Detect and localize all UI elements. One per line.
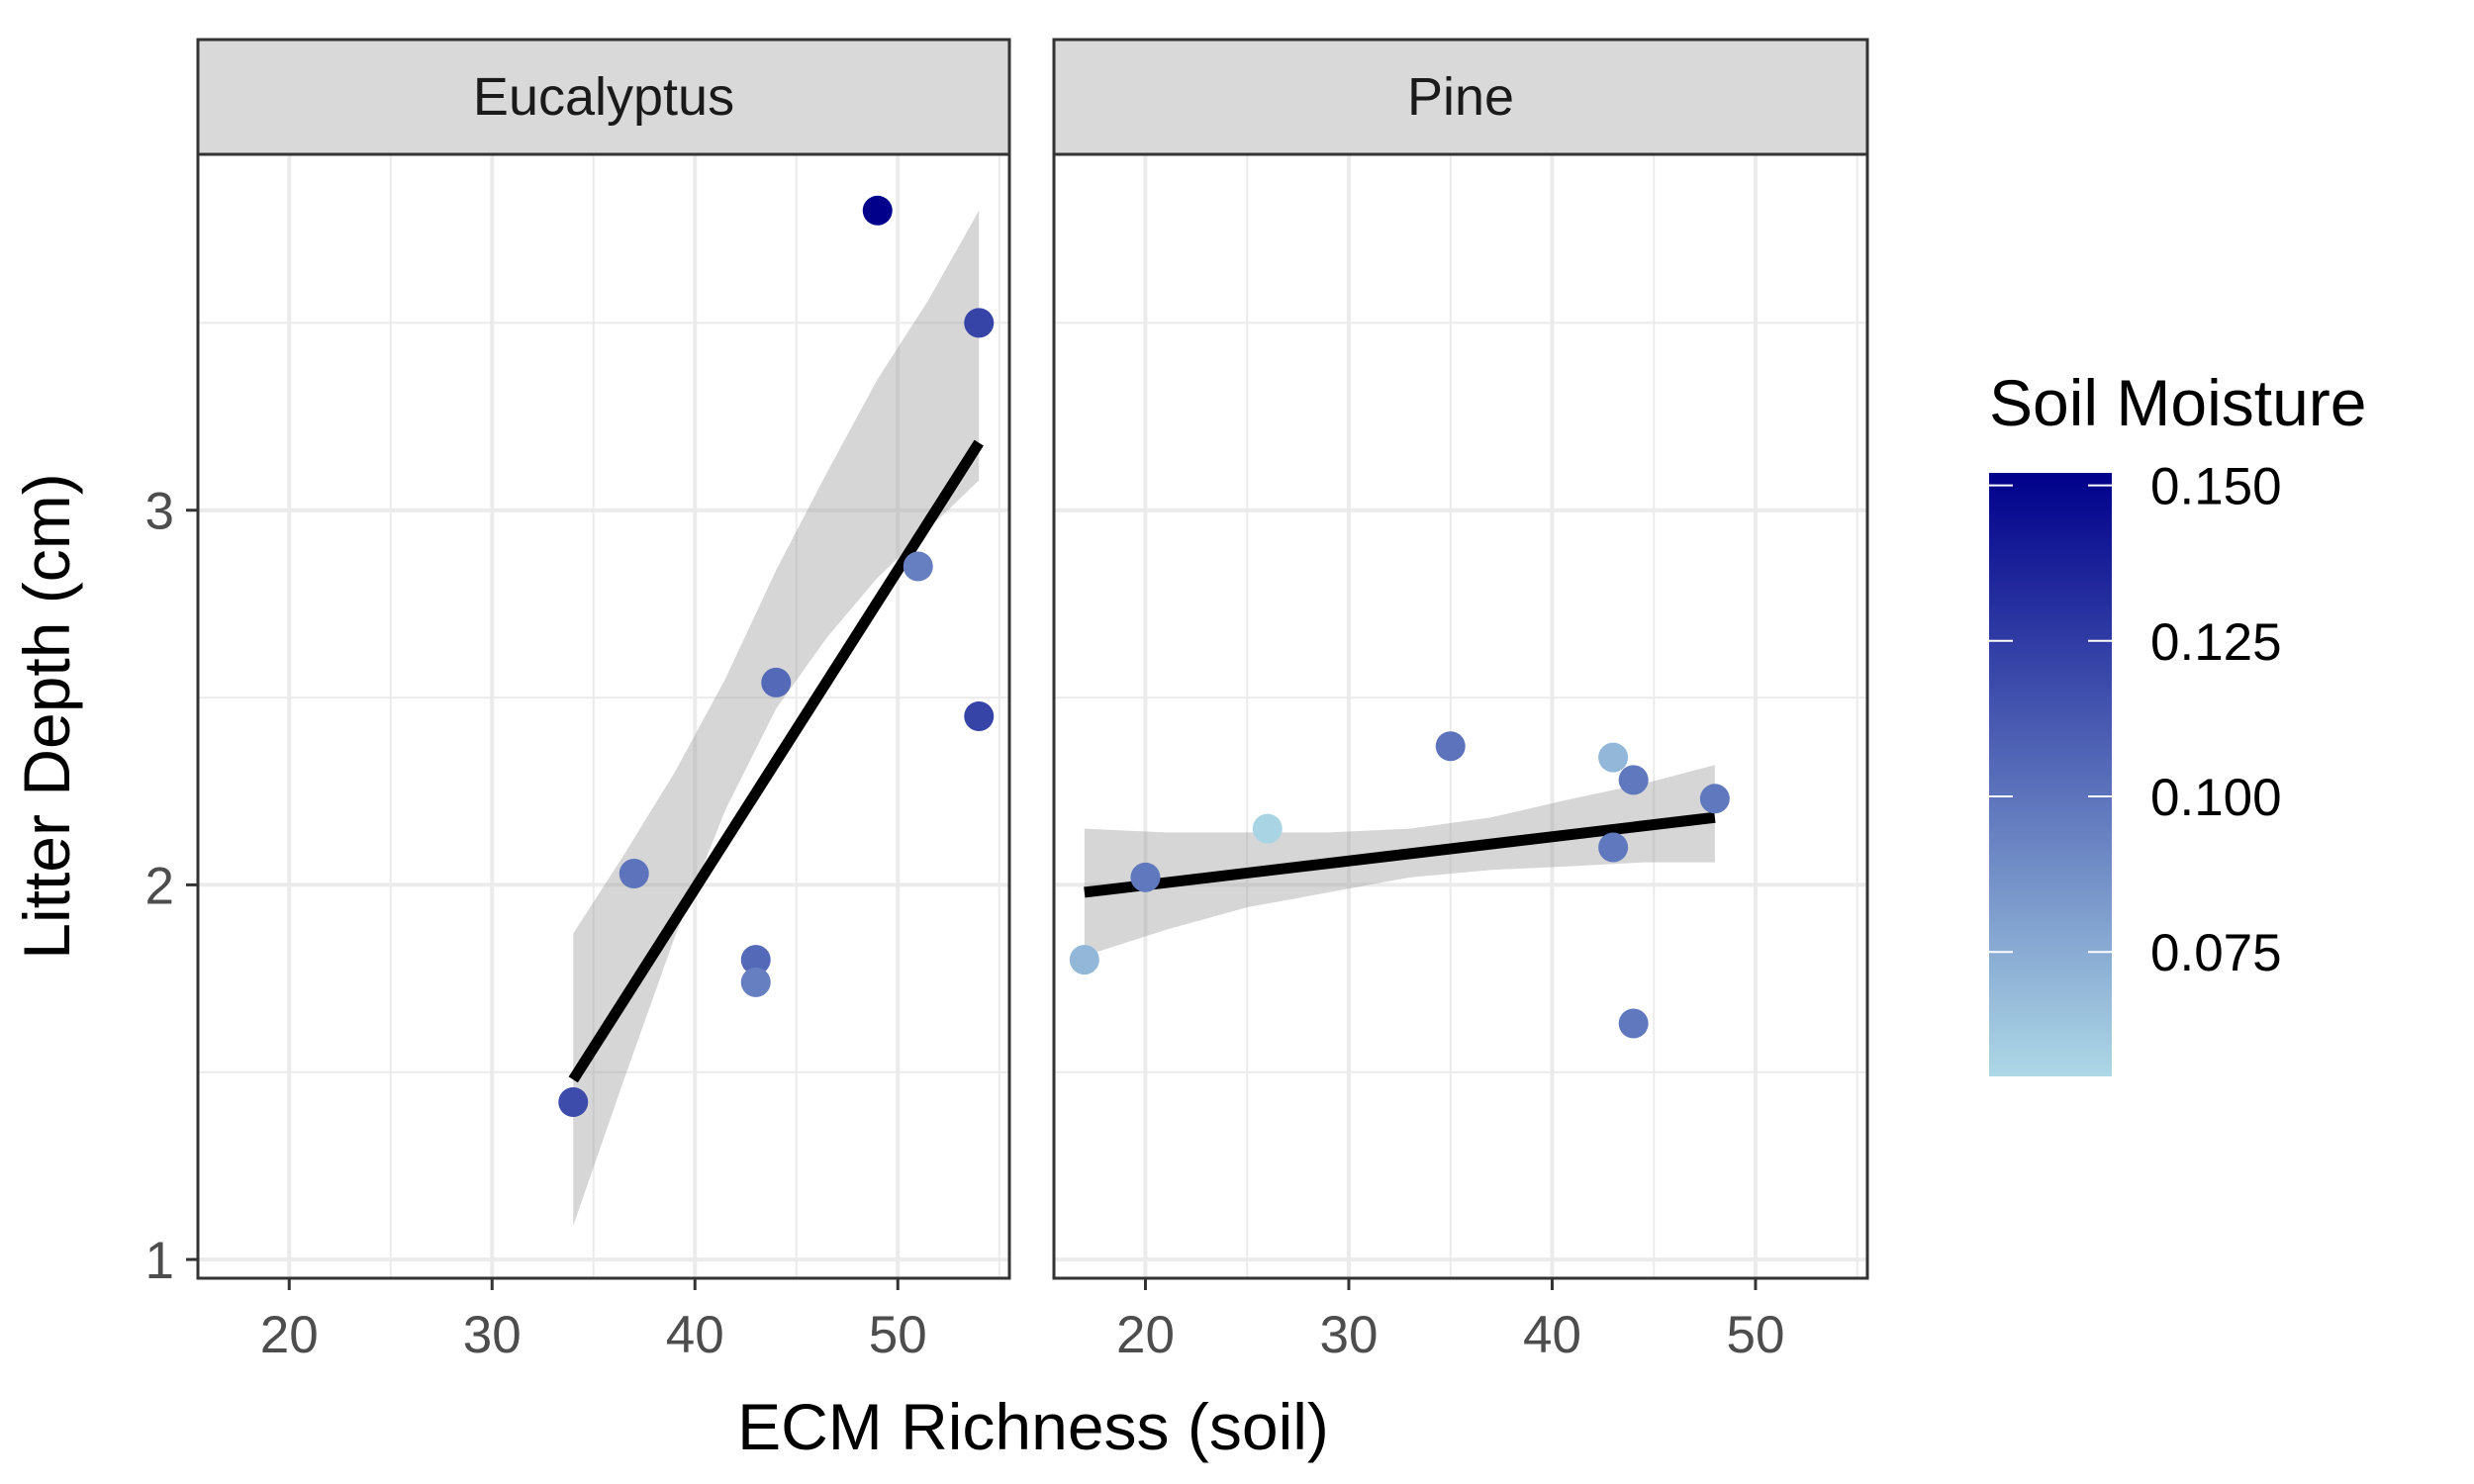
- legend-title: Soil Moisture: [1989, 366, 2366, 439]
- legend: Soil Moisture 0.150 0.125 0.100 0.075: [1989, 366, 2366, 1076]
- data-point: [618, 859, 649, 889]
- data-point: [1435, 731, 1466, 762]
- panel-border-eucalyptus: [196, 152, 1011, 1280]
- y-tick-label: 1: [145, 1232, 174, 1290]
- points-eucalyptus: [558, 195, 995, 1118]
- legend-tick-label: 0.075: [2150, 924, 2282, 982]
- strip-eucalyptus: [196, 38, 1011, 156]
- gridlines-pine: [1054, 154, 1867, 1278]
- panel-eucalyptus: Eucalyptus 20 30 40 50: [196, 38, 1011, 1364]
- x-axis-title: ECM Richness (soil): [737, 1390, 1329, 1463]
- confidence-band: [573, 210, 980, 1226]
- strip-label-eucalyptus: Eucalyptus: [473, 67, 734, 127]
- x-tick-label: 40: [1523, 1306, 1581, 1364]
- legend-tick-label: 0.125: [2150, 613, 2282, 672]
- data-point: [1069, 945, 1099, 975]
- y-tick-label: 2: [145, 857, 174, 915]
- y-axis-ticks: 1 2 3: [145, 483, 198, 1290]
- panel-background-pine: [1054, 154, 1867, 1278]
- x-axis-ticks-eucalyptus: 20 30 40 50: [260, 1278, 927, 1364]
- panel-border-pine: [1052, 152, 1869, 1280]
- data-point: [964, 701, 995, 731]
- data-point: [740, 945, 771, 975]
- trend-line-pine: [1084, 811, 1716, 898]
- x-tick-label: 50: [1726, 1306, 1784, 1364]
- x-axis-ticks-pine: 20 30 40 50: [1116, 1278, 1784, 1364]
- y-axis-title: Litter Depth (cm): [10, 473, 83, 959]
- data-point: [761, 667, 792, 697]
- data-point: [964, 308, 995, 338]
- legend-tick-label: 0.150: [2150, 458, 2282, 516]
- data-point: [903, 551, 933, 582]
- strip-pine: [1052, 38, 1869, 156]
- gridlines-eucalyptus: [198, 154, 1009, 1278]
- legend-ticks: 0.150 0.125 0.100 0.075: [1989, 458, 2282, 982]
- data-point: [1130, 862, 1161, 892]
- regression-line: [568, 439, 984, 1083]
- regression-line: [1084, 811, 1716, 898]
- trend-line-eucalyptus: [568, 439, 984, 1083]
- x-tick-label: 50: [869, 1306, 927, 1364]
- data-point: [740, 967, 771, 997]
- x-tick-label: 30: [1319, 1306, 1378, 1364]
- data-point: [1598, 832, 1629, 863]
- data-point: [1618, 765, 1649, 795]
- legend-colorbar: [1989, 473, 2112, 1076]
- x-tick-label: 40: [666, 1306, 724, 1364]
- points-pine: [1069, 731, 1730, 1039]
- strip-label-pine: Pine: [1407, 67, 1514, 127]
- data-point: [1618, 1008, 1649, 1039]
- panel-pine: Pine 20 30 40 50: [1052, 38, 1869, 1364]
- data-point: [862, 195, 893, 226]
- x-tick-label: 30: [463, 1306, 522, 1364]
- confidence-band: [1084, 765, 1715, 957]
- data-point: [1699, 784, 1730, 814]
- data-point: [558, 1087, 589, 1118]
- x-tick-label: 20: [1116, 1306, 1175, 1364]
- y-tick-label: 3: [145, 483, 174, 541]
- x-tick-label: 20: [260, 1306, 319, 1364]
- panel-background-eucalyptus: [198, 154, 1009, 1278]
- data-point: [1252, 813, 1283, 844]
- confidence-band-eucalyptus: [573, 210, 980, 1226]
- data-point: [1598, 742, 1629, 773]
- legend-tick-label: 0.100: [2150, 769, 2282, 827]
- confidence-band-pine: [1084, 765, 1715, 957]
